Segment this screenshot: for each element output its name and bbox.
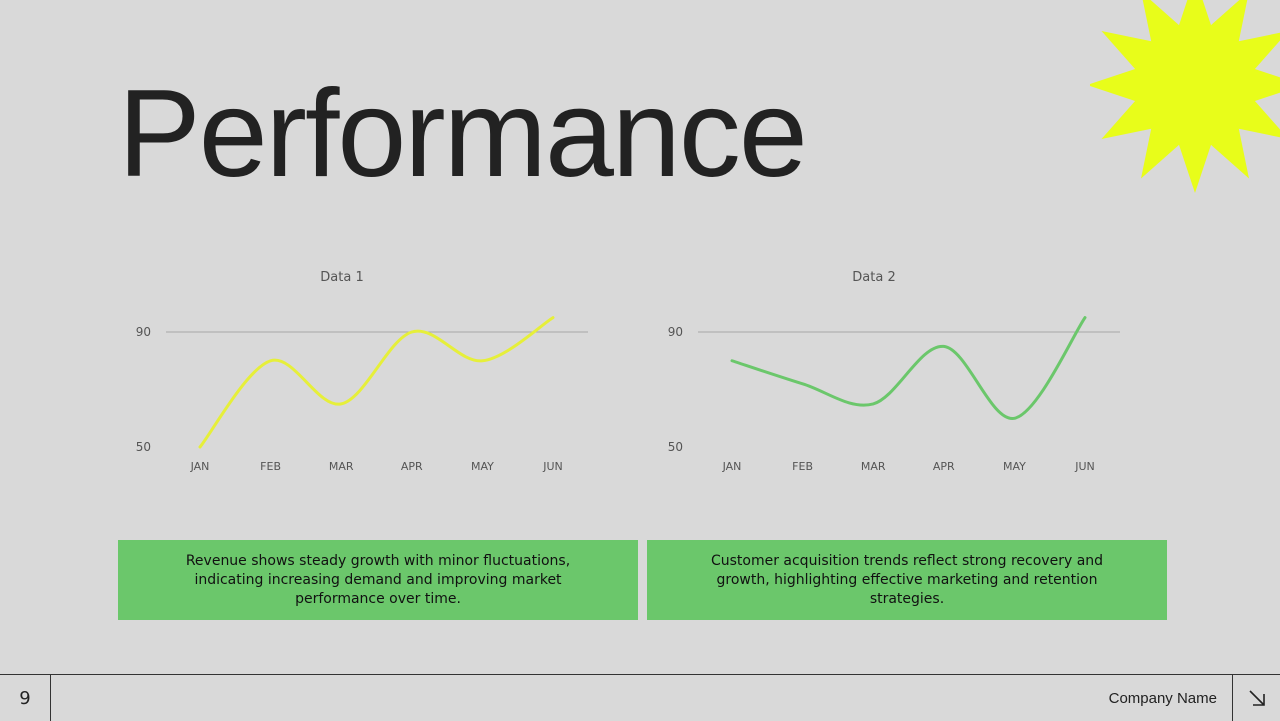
chart-1-xtick-feb: FEB (260, 460, 281, 473)
note-box-revenue: Revenue shows steady growth with minor f… (118, 540, 638, 620)
chart-2-xtick-may: MAY (1003, 460, 1026, 473)
chart-1-series-line-0 (198, 316, 555, 449)
arrow-down-right-icon (1248, 690, 1265, 706)
chart-2-xtick-mar: MAR (861, 460, 886, 473)
chart-1-svg: Data 1 50 90 JAN FEB MAR APR MAY JUN (136, 270, 588, 473)
company-name: Company Name (1108, 689, 1217, 707)
page-number: 9 (0, 675, 51, 721)
chart-2-xtick-jun: JUN (1074, 460, 1095, 473)
chart-2-ytick-0: 50 (668, 440, 683, 454)
chart-2-xtick-feb: FEB (792, 460, 813, 473)
chart-2-series-line-0 (730, 316, 1087, 420)
chart-1-ytick-0: 50 (136, 440, 151, 454)
chart-1-title: Data 1 (320, 270, 363, 285)
starburst-decoration (1090, 0, 1280, 193)
chart-1-xtick-apr: APR (401, 460, 423, 473)
footer-bar: 9 Company Name (0, 674, 1280, 721)
note-text-customer: Customer acquisition trends reflect stro… (710, 552, 1104, 607)
chart-data-2: Data 2 50 90 JAN FEB MAR APR MAY JUN (650, 262, 1130, 482)
chart-1-xtick-jun: JUN (542, 460, 563, 473)
starburst-shape (1090, 0, 1280, 193)
next-arrow-button[interactable] (1232, 675, 1280, 721)
chart-data-1: Data 1 50 90 JAN FEB MAR APR MAY JUN (118, 262, 598, 482)
chart-2-xtick-apr: APR (933, 460, 955, 473)
chart-2-ytick-1: 90 (668, 325, 683, 339)
chart-1-xtick-may: MAY (471, 460, 494, 473)
chart-2-title: Data 2 (852, 270, 895, 285)
chart-2-svg: Data 2 50 90 JAN FEB MAR APR MAY JUN (668, 270, 1120, 473)
note-box-customer: Customer acquisition trends reflect stro… (647, 540, 1167, 620)
chart-2-xtick-jan: JAN (722, 460, 742, 473)
chart-1-ytick-1: 90 (136, 325, 151, 339)
note-text-revenue: Revenue shows steady growth with minor f… (185, 552, 571, 607)
slide-title: Performance (118, 65, 808, 203)
chart-1-xtick-jan: JAN (190, 460, 210, 473)
chart-1-xtick-mar: MAR (329, 460, 354, 473)
